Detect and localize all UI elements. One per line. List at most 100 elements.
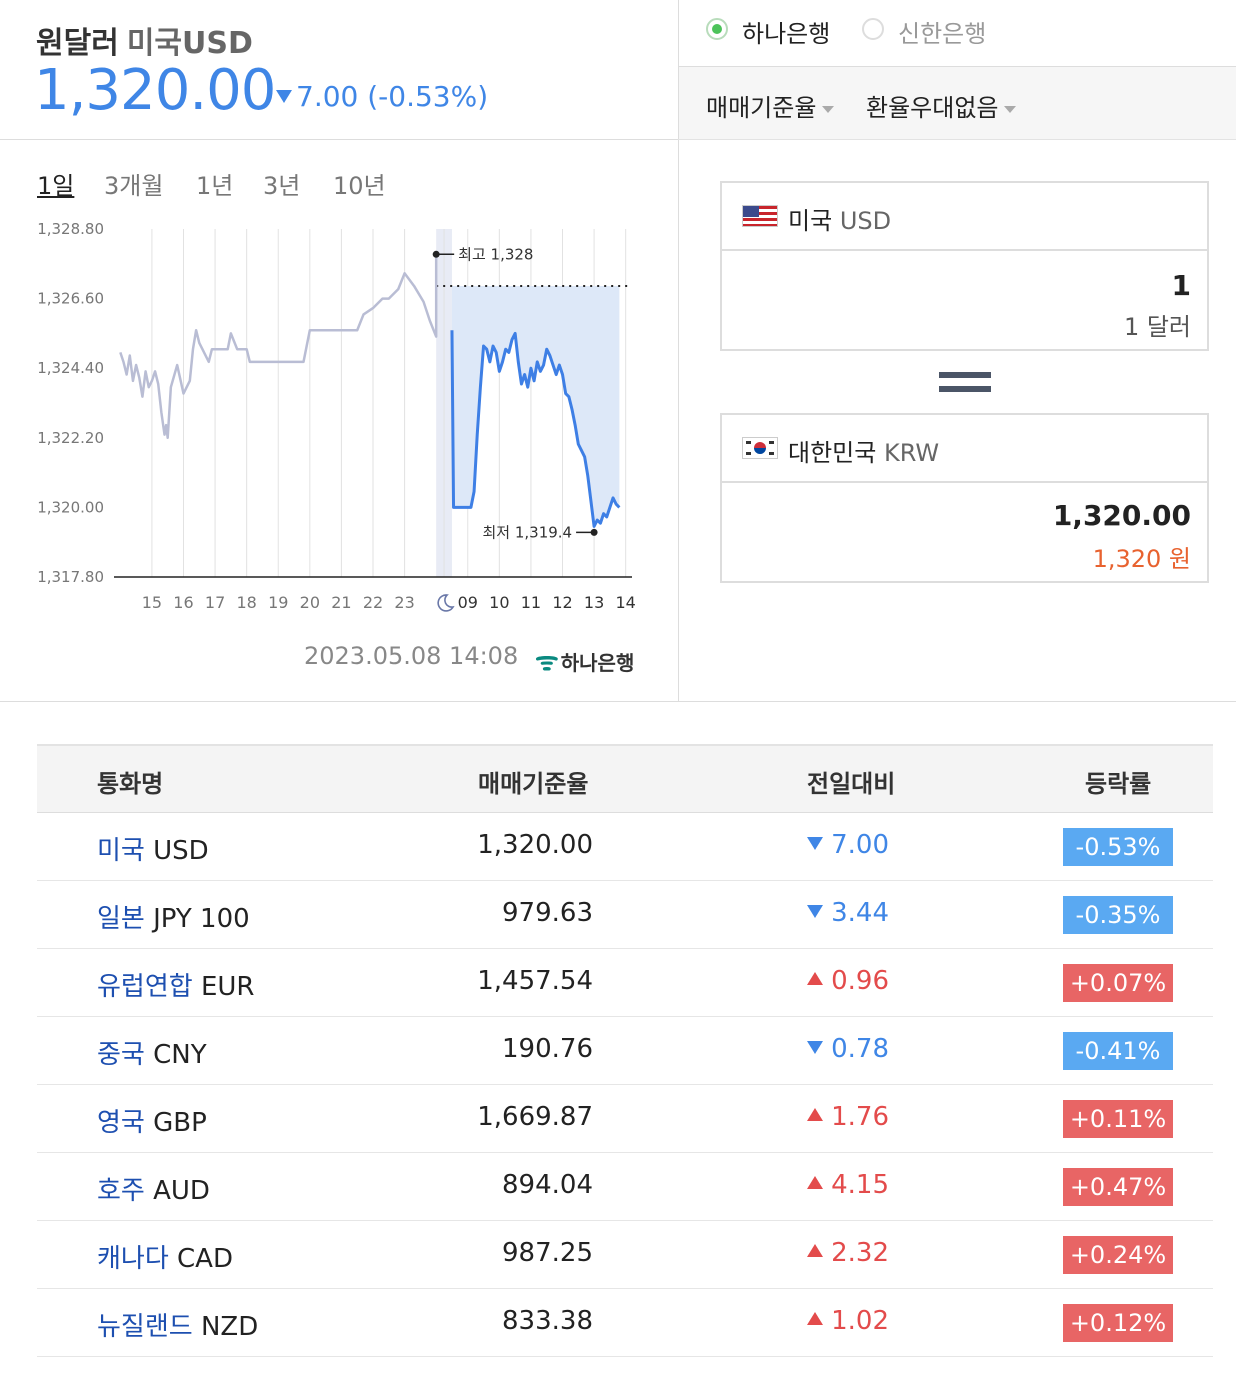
currency-name[interactable]: 호주 AUD bbox=[97, 1170, 210, 1207]
currency-change: 0.78 bbox=[807, 1034, 889, 1064]
down-arrow-icon bbox=[807, 837, 824, 850]
converter-to-currency: 대한민국 KRW bbox=[788, 433, 939, 468]
period-tab-1d[interactable]: 1일 bbox=[37, 172, 75, 200]
converter-from-box[interactable]: 미국 USD 1 1 달러 bbox=[720, 181, 1209, 351]
change-value: 1.02 bbox=[831, 1306, 889, 1336]
currency-code: AUD bbox=[153, 1176, 210, 1206]
percent-badge: -0.41% bbox=[1063, 1032, 1173, 1070]
currency-name[interactable]: 캐나다 CAD bbox=[97, 1238, 233, 1275]
high-label: 최고 1,328 bbox=[458, 245, 533, 263]
table-row[interactable]: 유럽연합 EUR 1,457.54 0.96 +0.07% bbox=[37, 949, 1213, 1017]
bank-label-hana[interactable]: 하나은행 bbox=[742, 20, 831, 48]
currency-code: CNY bbox=[153, 1040, 207, 1070]
preference-value: 환율우대없음 bbox=[866, 94, 999, 122]
table-header: 통화명 매매기준율 전일대비 등락률 bbox=[37, 744, 1213, 813]
percent-badge: +0.12% bbox=[1063, 1304, 1173, 1342]
period-tab-3m[interactable]: 3개월 bbox=[104, 172, 164, 200]
table-row[interactable]: 캐나다 CAD 987.25 2.32 +0.24% bbox=[37, 1221, 1213, 1289]
divider bbox=[678, 0, 679, 702]
up-arrow-icon bbox=[807, 1108, 824, 1121]
country-name[interactable]: 미국 bbox=[97, 836, 145, 866]
converter-to-header[interactable]: 대한민국 KRW bbox=[722, 415, 1207, 483]
rate-change-value: 7.00 (-0.53%) bbox=[296, 80, 489, 113]
converter-from-currency: 미국 USD bbox=[788, 201, 891, 236]
currency-change: 1.02 bbox=[807, 1306, 889, 1336]
converter-to-box[interactable]: 대한민국 KRW 1,320.00 1,320 원 bbox=[720, 413, 1209, 583]
y-tick-label: 1,324.40 bbox=[37, 359, 104, 377]
moon-icon bbox=[437, 594, 455, 612]
country-name[interactable]: 일본 bbox=[97, 904, 145, 934]
table-row[interactable]: 일본 JPY 100 979.63 3.44 -0.35% bbox=[37, 881, 1213, 949]
x-tick-label: 23 bbox=[394, 593, 414, 612]
change-value: 0.78 bbox=[831, 1034, 889, 1064]
rate-type-dropdown[interactable]: 매매기준율 bbox=[706, 88, 835, 123]
percent-badge: -0.53% bbox=[1063, 828, 1173, 866]
header-change: 전일대비 bbox=[807, 770, 896, 798]
table-row[interactable]: 영국 GBP 1,669.87 1.76 +0.11% bbox=[37, 1085, 1213, 1153]
converter-from-amount-text: 1 달러 bbox=[1123, 313, 1191, 341]
divider bbox=[678, 139, 1236, 140]
bank-radio-shinhan[interactable] bbox=[862, 18, 884, 40]
down-arrow-icon bbox=[807, 1041, 824, 1054]
bank-label-shinhan[interactable]: 신한은행 bbox=[898, 20, 987, 48]
currency-change: 0.96 bbox=[807, 966, 889, 996]
converter-from-amount[interactable]: 1 bbox=[1171, 269, 1191, 302]
currency-name[interactable]: 미국 USD bbox=[97, 830, 209, 867]
currency-rate: 190.76 bbox=[502, 1034, 593, 1064]
change-value: 3.44 bbox=[831, 898, 889, 928]
caret-down-icon bbox=[1004, 105, 1017, 113]
percent-badge: +0.47% bbox=[1063, 1168, 1173, 1206]
x-tick-label: 17 bbox=[205, 593, 225, 612]
currency-name[interactable]: 영국 GBP bbox=[97, 1102, 207, 1139]
change-value: 0.96 bbox=[831, 966, 889, 996]
equals-icon-bar bbox=[939, 386, 991, 392]
up-arrow-icon bbox=[807, 1312, 824, 1325]
bank-radio-hana[interactable] bbox=[706, 18, 728, 40]
hana-logo-icon: ᯤ bbox=[535, 647, 559, 677]
country-name[interactable]: 영국 bbox=[97, 1108, 145, 1138]
percent-badge: -0.35% bbox=[1063, 896, 1173, 934]
currency-name[interactable]: 일본 JPY 100 bbox=[97, 898, 250, 935]
country-name[interactable]: 뉴질랜드 bbox=[97, 1312, 193, 1342]
x-tick-label: 09 bbox=[458, 593, 478, 612]
currency-rate: 987.25 bbox=[502, 1238, 593, 1268]
currency-change: 4.15 bbox=[807, 1170, 889, 1200]
country-name[interactable]: 호주 bbox=[97, 1176, 145, 1206]
currency-change: 1.76 bbox=[807, 1102, 889, 1132]
currency-name[interactable]: 뉴질랜드 NZD bbox=[97, 1306, 258, 1343]
table-row[interactable]: 뉴질랜드 NZD 833.38 1.02 +0.12% bbox=[37, 1289, 1213, 1357]
us-flag-icon bbox=[742, 205, 778, 227]
y-tick-label: 1,317.80 bbox=[37, 568, 104, 586]
currency-name[interactable]: 중국 CNY bbox=[97, 1034, 207, 1071]
title-main: 원달러 bbox=[36, 26, 119, 61]
preference-dropdown[interactable]: 환율우대없음 bbox=[866, 88, 1017, 123]
y-tick-label: 1,320.00 bbox=[37, 498, 104, 516]
period-tab-1y[interactable]: 1년 bbox=[196, 172, 234, 200]
table-row[interactable]: 호주 AUD 894.04 4.15 +0.47% bbox=[37, 1153, 1213, 1221]
currency-name[interactable]: 유럽연합 EUR bbox=[97, 966, 254, 1003]
table-row[interactable]: 미국 USD 1,320.00 7.00 -0.53% bbox=[37, 813, 1213, 881]
x-tick-label: 14 bbox=[616, 593, 636, 612]
country-name[interactable]: 캐나다 bbox=[97, 1244, 169, 1274]
table-row[interactable]: 중국 CNY 190.76 0.78 -0.41% bbox=[37, 1017, 1213, 1085]
change-value: 1.76 bbox=[831, 1102, 889, 1132]
converter-to-amount[interactable]: 1,320.00 bbox=[1052, 499, 1191, 532]
to-country: 대한민국 bbox=[788, 439, 877, 467]
header-currency: 통화명 bbox=[97, 770, 164, 798]
currency-code: JPY 100 bbox=[153, 904, 250, 934]
x-tick-label: 22 bbox=[363, 593, 383, 612]
converter-from-header[interactable]: 미국 USD bbox=[722, 183, 1207, 251]
country-name[interactable]: 중국 bbox=[97, 1040, 145, 1070]
period-tab-10y[interactable]: 10년 bbox=[333, 172, 386, 200]
country-name[interactable]: 유럽연합 bbox=[97, 972, 193, 1002]
header-percent: 등락률 bbox=[1085, 770, 1152, 798]
converter-to-amount-text: 1,320 원 bbox=[1092, 545, 1191, 573]
page-title: 원달러 미국USD bbox=[36, 18, 253, 62]
period-tab-3y[interactable]: 3년 bbox=[263, 172, 301, 200]
percent-badge: +0.11% bbox=[1063, 1100, 1173, 1138]
today-series-line bbox=[450, 330, 621, 528]
low-label: 최저 1,319.4 bbox=[482, 523, 572, 541]
chart-timestamp: 2023.05.08 14:08 bbox=[304, 642, 519, 670]
up-arrow-icon bbox=[807, 972, 824, 985]
y-tick-label: 1,328.80 bbox=[37, 220, 104, 238]
